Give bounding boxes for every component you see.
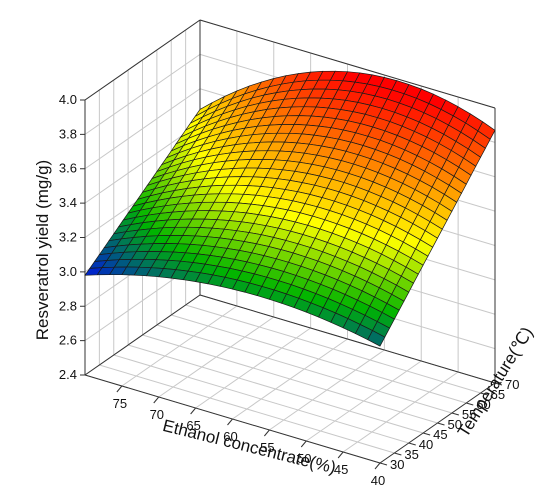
- x-tick-mark: [190, 407, 197, 415]
- y-tick-label: 40: [419, 437, 433, 452]
- x-tick-label: 65: [186, 418, 200, 433]
- y-tick-mark: [394, 452, 402, 456]
- y-tick-label: 60: [476, 397, 490, 412]
- z-tick-label: 2.4: [59, 367, 77, 382]
- y-tick-mark: [379, 462, 388, 466]
- grid-line: [156, 324, 453, 414]
- y-tick-mark: [466, 402, 474, 406]
- tick-labels: 2.42.62.83.03.23.43.63.84.04045505560657…: [59, 92, 520, 488]
- z-tick-label: 2.6: [59, 333, 77, 348]
- grid-line: [185, 304, 481, 394]
- y-tick-label: 35: [404, 447, 418, 462]
- z-tick-label: 4.0: [59, 92, 77, 107]
- grid-line: [113, 354, 409, 444]
- x-tick-label: 45: [334, 462, 348, 477]
- z-tick-label: 3.2: [59, 230, 77, 245]
- z-tick-label: 3.8: [59, 126, 77, 141]
- x-tick-label: 55: [260, 440, 274, 455]
- frame-edge: [84, 19, 201, 101]
- y-tick-mark: [422, 432, 431, 436]
- grid-line: [171, 314, 467, 404]
- z-tick-label: 3.6: [59, 161, 77, 176]
- x-tick-label: 75: [113, 396, 127, 411]
- x-tick-mark: [227, 418, 233, 426]
- y-tick-mark: [408, 442, 416, 446]
- grid-line: [127, 344, 424, 434]
- z-tick-label: 2.8: [59, 298, 77, 313]
- x-tick-label: 50: [297, 451, 311, 466]
- y-tick-mark: [437, 422, 445, 426]
- frame-edge: [199, 294, 496, 384]
- y-tick-label: 30: [390, 457, 404, 472]
- frame-edge: [199, 19, 496, 109]
- x-tick-mark: [116, 385, 123, 393]
- x-tick-mark: [263, 429, 270, 437]
- z-tick-label: 3.4: [59, 195, 77, 210]
- y-tick-label: 45: [433, 427, 447, 442]
- grid-line: [84, 88, 201, 170]
- y-tick-label: 50: [448, 417, 462, 432]
- y-tick-mark: [494, 382, 503, 386]
- z-axis-title: Resveratrol yield (mg/g): [33, 160, 52, 340]
- x-tick-label: 70: [150, 407, 164, 422]
- response-surface: [84, 70, 496, 347]
- z-tick-label: 3.0: [59, 264, 77, 279]
- x-tick-mark: [300, 440, 307, 448]
- y-tick-mark: [480, 392, 488, 396]
- x-axis-title: Ethanol concentrate(%): [161, 416, 338, 477]
- surface-patch: [367, 330, 386, 347]
- y-tick-label: 55: [462, 407, 476, 422]
- x-tick-mark: [337, 451, 344, 459]
- y-tick-mark: [451, 412, 460, 416]
- x-tick-mark: [153, 396, 160, 404]
- grid-line: [99, 364, 395, 454]
- grid-line: [84, 53, 201, 135]
- grid-line: [142, 334, 438, 424]
- x-tick-mark: [374, 462, 381, 470]
- x-tick-label: 40: [371, 473, 385, 488]
- y-tick-label: 65: [491, 387, 505, 402]
- y-tick-label: 70: [505, 377, 519, 392]
- frame-edge: [84, 294, 201, 376]
- x-tick-label: 60: [223, 429, 237, 444]
